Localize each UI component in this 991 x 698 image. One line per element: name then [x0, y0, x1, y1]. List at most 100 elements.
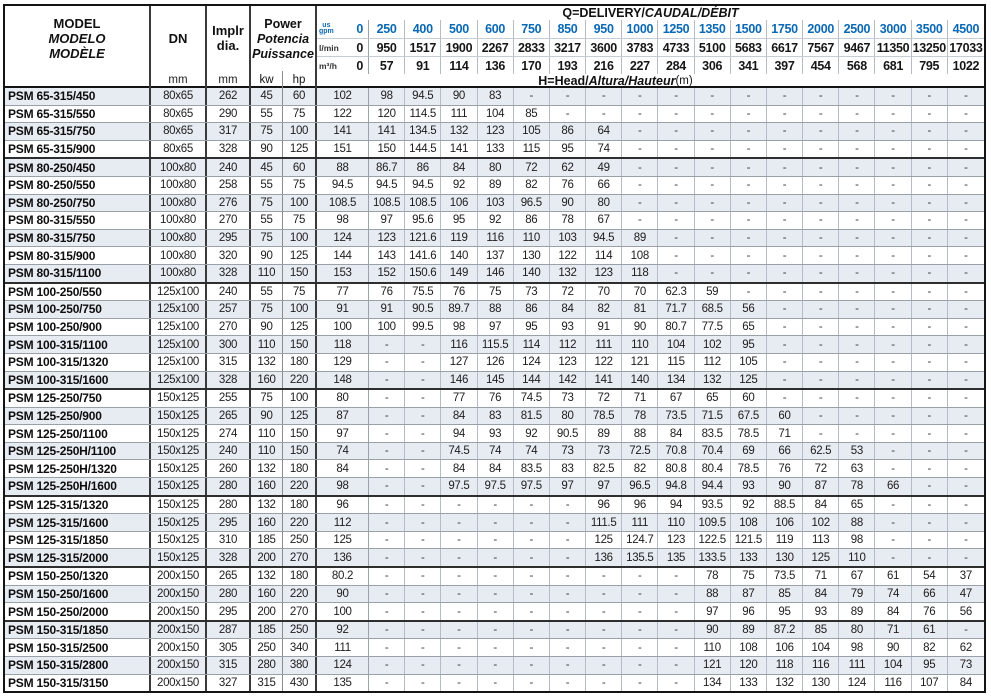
head-value-cell: 80.7: [658, 318, 695, 336]
flow-value-cell: 284: [658, 57, 695, 74]
head-value-cell: -: [731, 247, 767, 264]
head-value-cell: -: [839, 140, 876, 158]
head-value-cell: -: [622, 88, 659, 105]
table-row: PSM 125-250/1100 150x125 274 110 150 97- -94 93…: [5, 425, 984, 443]
head-value-cell: -: [875, 496, 912, 514]
head-value-cell: 78.5: [586, 407, 623, 425]
head-value-cell: -: [622, 123, 659, 140]
pump-performance-table: MODEL MODELO MODÈLE DN mm Implr dia. mm: [3, 4, 986, 693]
head-value-cell: 95.6: [405, 212, 442, 229]
head-value-cell: 56: [959, 605, 973, 618]
head-value-cell: -: [839, 318, 876, 336]
head-value-cell: -: [405, 514, 442, 531]
head-value-cell: -: [803, 159, 840, 176]
head-value-cell: 152: [369, 264, 406, 282]
head-value-cell: -: [369, 621, 406, 639]
head-value-cell: -: [550, 105, 587, 123]
dia-cell: 315: [207, 353, 251, 371]
head-value-cell: -: [803, 353, 840, 371]
head-value-cell: -: [912, 247, 948, 264]
hp-cell: 75: [283, 283, 317, 301]
head-value-cell: 143: [369, 247, 406, 264]
head-value-cell: 130: [514, 247, 550, 264]
head-value-cell: -: [964, 356, 968, 369]
head-value-cell: 106: [767, 514, 804, 531]
dia-cell: 295: [207, 514, 251, 531]
flow-zero-value: 0: [356, 22, 363, 36]
head-value-cell: -: [912, 371, 948, 389]
head-value-cell: 85: [767, 585, 804, 603]
head-value-cell: 83: [478, 88, 514, 105]
flow-value-cell: 454: [803, 57, 840, 74]
head-value-cell: -: [767, 336, 804, 353]
head-value-cell: -: [964, 303, 968, 316]
table-row: PSM 80-250/750 100x80 276 75 100 108.5 108.5 10…: [5, 194, 984, 213]
dia-cell: 265: [207, 407, 251, 425]
flow-value-cell: 1350: [694, 20, 731, 39]
head-value-cell: -: [731, 283, 767, 301]
head-value-cell: -: [586, 674, 623, 692]
kw-cell: 55: [251, 105, 283, 123]
head-value-cell: 84: [478, 460, 514, 478]
head-value-cell: -: [875, 159, 912, 176]
head-value-cell: -: [839, 159, 876, 176]
head-value-cell: 94.5: [405, 176, 442, 194]
head-value-cell: 73.5: [658, 407, 695, 425]
dn-cell: 150x125: [151, 425, 207, 442]
model-cell: PSM 150-315/3150: [5, 674, 151, 692]
head-title-es-fr: Altura/Hauteur: [588, 74, 676, 88]
head-value-cell: -: [839, 390, 876, 407]
head-value-cell: 62.3: [658, 283, 695, 301]
head-value-cell: -: [369, 478, 406, 495]
head-value-cell: -: [441, 549, 478, 567]
flow-value-cell: 216: [586, 57, 623, 74]
head-value-cell: 77: [317, 283, 369, 301]
model-cell: PSM 65-315/900: [5, 140, 151, 158]
dn-cell: 150x125: [151, 390, 207, 407]
hp-cell: 220: [283, 478, 317, 495]
head-value-cell: 71: [875, 621, 912, 639]
head-value-cell: -: [441, 639, 478, 656]
head-value-cell: 93.5: [695, 496, 731, 514]
head-value-cell: -: [441, 514, 478, 531]
table-row: PSM 125-315/2000 150x125 328 200 270 136- - - - -…: [5, 549, 984, 569]
head-value-cell: -: [803, 336, 840, 353]
flow-value-cell: 4733: [658, 39, 695, 57]
head-value-cell: -: [658, 229, 695, 247]
head-value-cell: -: [964, 179, 968, 192]
head-value-cell: -: [964, 516, 968, 529]
head-value-cell: 98: [369, 88, 406, 105]
table-row: PSM 150-315/1850 200x150 287 185 250 92- - - - - -…: [5, 621, 984, 640]
head-value-cell: -: [731, 140, 767, 158]
model-label-fr: MODÈLE: [49, 45, 105, 61]
head-value-cell: 124: [839, 674, 876, 692]
kw-cell: 90: [251, 318, 283, 336]
head-value-cell: 122.5: [695, 531, 731, 549]
head-value-cell: -: [731, 123, 767, 140]
model-cell: PSM 125-250/750: [5, 390, 151, 407]
head-value-cell: 106: [441, 194, 478, 212]
head-value-cell: 135.5: [622, 549, 659, 567]
head-value-cell: -: [478, 496, 514, 514]
head-value-cell: -: [405, 407, 442, 425]
head-value-cell: 98: [839, 639, 876, 656]
head-value-cell: -: [839, 229, 876, 247]
head-value-cell: 96: [586, 496, 623, 514]
head-value-cell: -: [514, 657, 550, 674]
hp-cell: 180: [283, 568, 317, 585]
head-value-cell: 125: [586, 531, 623, 549]
model-cell: PSM 100-315/1320: [5, 353, 151, 371]
head-value-cell: -: [731, 229, 767, 247]
dn-cell: 100x80: [151, 229, 207, 247]
head-value-cell: 84: [803, 585, 840, 603]
head-value-cell: -: [731, 88, 767, 105]
table-row: PSM 150-315/2800 200x150 315 280 380 124- - - - -…: [5, 657, 984, 675]
hp-cell: 75: [283, 176, 317, 194]
head-value-cell: -: [875, 264, 912, 282]
head-value-cell: 111: [839, 657, 876, 674]
dn-cell: 125x100: [151, 318, 207, 336]
head-value-cell: -: [912, 283, 948, 301]
table-row: PSM 125-250H/1100 150x125 240 110 150 74- -74.…: [5, 442, 984, 461]
head-value-cell: 94: [441, 425, 478, 442]
head-value-cell: -: [964, 196, 968, 209]
